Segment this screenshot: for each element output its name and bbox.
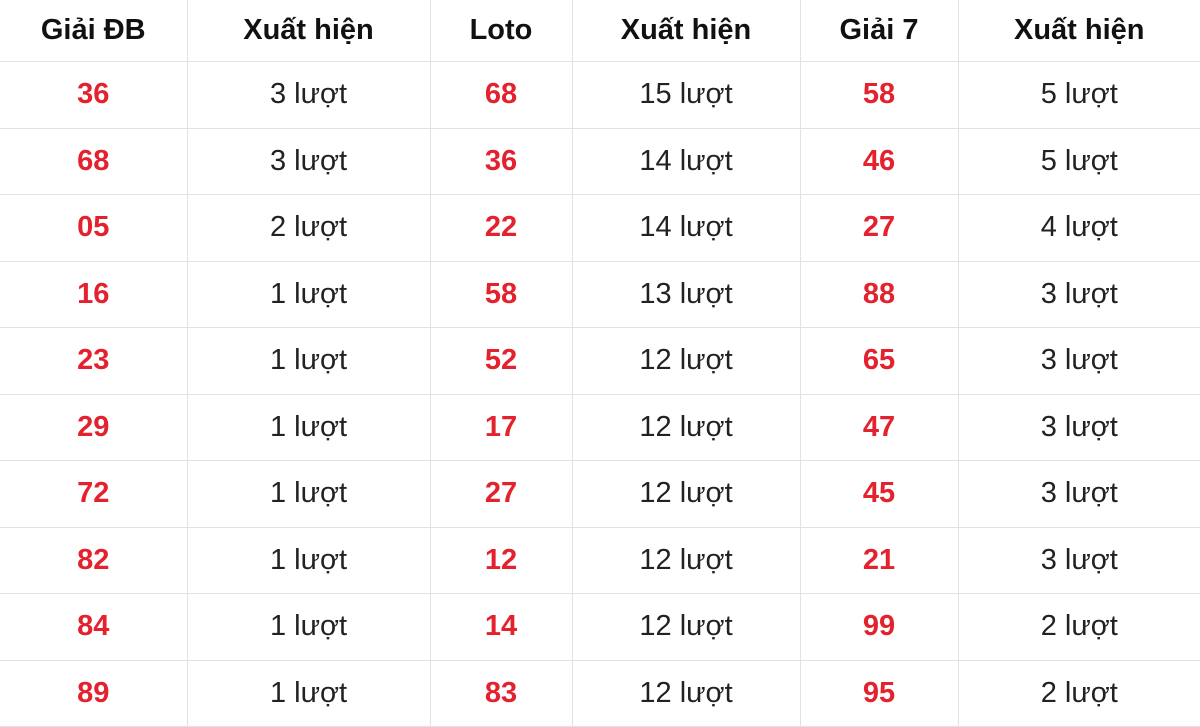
header-loto: Loto — [429, 0, 573, 62]
loto-count: 12 lượt — [571, 460, 801, 528]
loto-count: 14 lượt — [571, 194, 801, 262]
table-row: 72 1 lượt 27 12 lượt 45 3 lượt — [0, 460, 1200, 528]
table-row: 29 1 lượt 17 12 lượt 47 3 lượt — [0, 393, 1200, 461]
loto-number: 36 — [429, 127, 573, 195]
giai-7-count: 5 lượt — [957, 127, 1200, 195]
giai-db-count: 1 lượt — [186, 327, 431, 395]
giai-7-count: 3 lượt — [957, 393, 1200, 461]
giai-db-number: 72 — [0, 460, 188, 528]
loto-count: 12 lượt — [571, 393, 801, 461]
giai-7-count: 3 lượt — [957, 327, 1200, 395]
loto-number: 52 — [429, 327, 573, 395]
loto-number: 22 — [429, 194, 573, 262]
giai-db-number: 68 — [0, 127, 188, 195]
header-xuat-hien: Xuất hiện — [571, 0, 801, 62]
giai-7-number: 45 — [799, 460, 959, 528]
giai-db-count: 2 lượt — [186, 194, 431, 262]
loto-number: 27 — [429, 460, 573, 528]
table-row: 84 1 lượt 14 12 lượt 99 2 lượt — [0, 593, 1200, 661]
loto-count: 14 lượt — [571, 127, 801, 195]
giai-db-number: 36 — [0, 61, 188, 129]
header-xuat-hien: Xuất hiện — [186, 0, 431, 62]
giai-7-count: 2 lượt — [957, 659, 1200, 727]
giai-db-count: 3 lượt — [186, 127, 431, 195]
loto-count: 12 lượt — [571, 327, 801, 395]
giai-db-count: 1 lượt — [186, 659, 431, 727]
header-giai-7: Giải 7 — [799, 0, 959, 62]
loto-number: 58 — [429, 260, 573, 328]
loto-count: 12 lượt — [571, 659, 801, 727]
loto-count: 12 lượt — [571, 526, 801, 594]
giai-db-count: 3 lượt — [186, 61, 431, 129]
header-xuat-hien: Xuất hiện — [957, 0, 1200, 62]
giai-db-number: 29 — [0, 393, 188, 461]
giai-7-number: 65 — [799, 327, 959, 395]
giai-7-number: 58 — [799, 61, 959, 129]
giai-7-count: 2 lượt — [957, 593, 1200, 661]
giai-7-number: 21 — [799, 526, 959, 594]
giai-db-count: 1 lượt — [186, 260, 431, 328]
giai-db-number: 89 — [0, 659, 188, 727]
table-row: 68 3 lượt 36 14 lượt 46 5 lượt — [0, 127, 1200, 195]
giai-7-number: 46 — [799, 127, 959, 195]
giai-7-number: 95 — [799, 659, 959, 727]
loto-count: 12 lượt — [571, 593, 801, 661]
giai-db-count: 1 lượt — [186, 393, 431, 461]
loto-count: 15 lượt — [571, 61, 801, 129]
giai-db-number: 82 — [0, 526, 188, 594]
header-row: Giải ĐB Xuất hiện Loto Xuất hiện Giải 7 … — [0, 0, 1200, 62]
giai-db-number: 16 — [0, 260, 188, 328]
giai-7-count: 4 lượt — [957, 194, 1200, 262]
giai-db-count: 1 lượt — [186, 526, 431, 594]
loto-number: 17 — [429, 393, 573, 461]
table-row: 36 3 lượt 68 15 lượt 58 5 lượt — [0, 61, 1200, 129]
loto-number: 68 — [429, 61, 573, 129]
header-giai-db: Giải ĐB — [0, 0, 188, 62]
giai-7-number: 88 — [799, 260, 959, 328]
table-row: 23 1 lượt 52 12 lượt 65 3 lượt — [0, 327, 1200, 395]
giai-7-number: 27 — [799, 194, 959, 262]
giai-db-number: 84 — [0, 593, 188, 661]
table-row: 82 1 lượt 12 12 lượt 21 3 lượt — [0, 526, 1200, 594]
table-row: 89 1 lượt 83 12 lượt 95 2 lượt — [0, 659, 1200, 727]
giai-7-count: 3 lượt — [957, 260, 1200, 328]
table-row: 16 1 lượt 58 13 lượt 88 3 lượt — [0, 260, 1200, 328]
loto-number: 14 — [429, 593, 573, 661]
giai-7-number: 99 — [799, 593, 959, 661]
giai-db-count: 1 lượt — [186, 460, 431, 528]
giai-db-count: 1 lượt — [186, 593, 431, 661]
giai-7-count: 5 lượt — [957, 61, 1200, 129]
loto-number: 12 — [429, 526, 573, 594]
giai-7-count: 3 lượt — [957, 526, 1200, 594]
table-row: 05 2 lượt 22 14 lượt 27 4 lượt — [0, 194, 1200, 262]
giai-db-number: 05 — [0, 194, 188, 262]
loto-count: 13 lượt — [571, 260, 801, 328]
giai-db-number: 23 — [0, 327, 188, 395]
loto-number: 83 — [429, 659, 573, 727]
giai-7-number: 47 — [799, 393, 959, 461]
giai-7-count: 3 lượt — [957, 460, 1200, 528]
